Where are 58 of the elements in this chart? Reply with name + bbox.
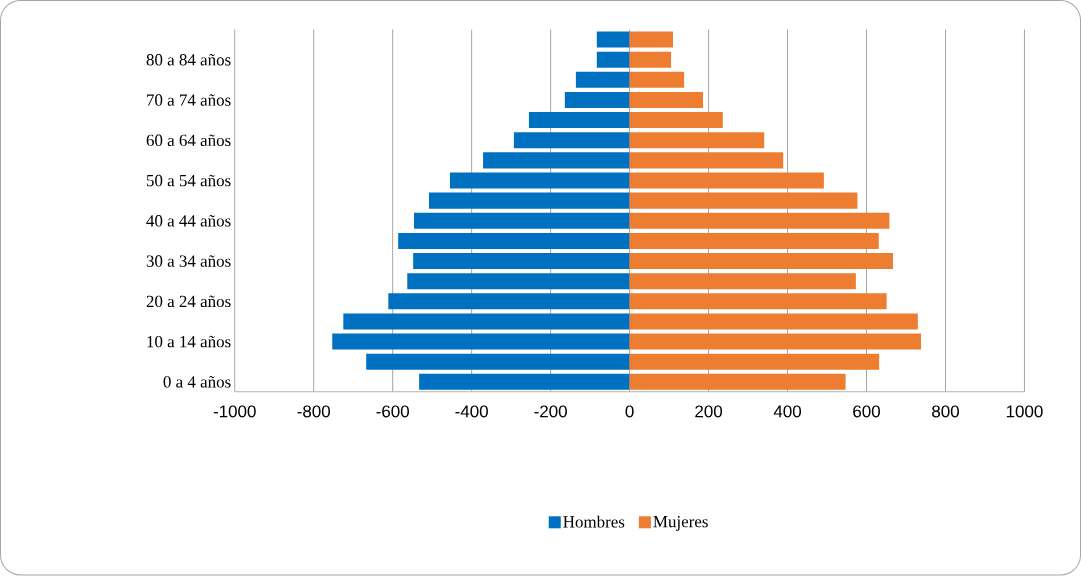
bar xyxy=(449,172,630,189)
y-tick-label: 20 a 24 años xyxy=(146,295,231,308)
y-tick-label: 80 a 84 años xyxy=(146,54,231,66)
bar xyxy=(629,172,824,189)
bar xyxy=(629,233,879,250)
bar xyxy=(629,374,846,391)
bar xyxy=(413,253,630,270)
bar xyxy=(343,313,630,330)
bar xyxy=(407,273,630,290)
x-tick-label: -1000 xyxy=(213,405,256,418)
bar xyxy=(629,313,918,330)
y-tick-label: 30 a 34 años xyxy=(146,255,231,268)
x-tick-label: -800 xyxy=(297,405,330,418)
bar xyxy=(629,92,704,109)
legend-label: Mujeres xyxy=(653,516,708,532)
bar xyxy=(629,51,672,68)
bar xyxy=(629,192,858,209)
y-tick-label: 50 a 54 años xyxy=(146,174,231,187)
bar xyxy=(629,112,723,129)
bar xyxy=(629,152,784,169)
x-tick-label: 0 xyxy=(625,405,634,418)
legend-label: Hombres xyxy=(563,515,625,528)
y-tick-label: 0 a 4 años xyxy=(163,376,231,388)
bar xyxy=(629,273,856,290)
x-tick-label: 600 xyxy=(853,405,880,418)
bar xyxy=(575,72,630,89)
y-tick-label: 10 a 14 años xyxy=(147,335,231,348)
bar xyxy=(596,51,630,68)
y-tick-label: 60 a 64 años xyxy=(146,134,231,147)
x-tick-label: 1000 xyxy=(1006,405,1043,418)
bar xyxy=(366,353,630,370)
bar xyxy=(428,192,630,209)
x-tick-label: -400 xyxy=(455,405,488,418)
bar xyxy=(388,293,630,310)
x-tick-label: 200 xyxy=(695,405,723,418)
x-tick-label: 800 xyxy=(932,405,959,418)
bar xyxy=(596,31,630,48)
bar xyxy=(629,253,893,270)
x-tick-label: -200 xyxy=(534,405,567,418)
bar xyxy=(513,132,630,149)
y-tick-label: 40 a 44 años xyxy=(146,215,231,227)
bar xyxy=(629,72,685,89)
bar xyxy=(528,112,630,129)
bar xyxy=(629,132,765,149)
bar xyxy=(564,92,630,109)
bar xyxy=(483,152,630,169)
bar xyxy=(413,212,630,229)
bar xyxy=(629,293,887,310)
x-tick-label: 400 xyxy=(773,405,802,418)
x-tick-label: -600 xyxy=(376,405,409,418)
bar xyxy=(629,31,674,48)
bar xyxy=(629,333,921,350)
bar xyxy=(398,233,630,250)
bar xyxy=(629,212,890,229)
bar xyxy=(332,333,630,350)
y-tick-label: 70 a 74 años xyxy=(147,94,231,107)
bar xyxy=(419,374,630,391)
bar xyxy=(629,353,880,370)
